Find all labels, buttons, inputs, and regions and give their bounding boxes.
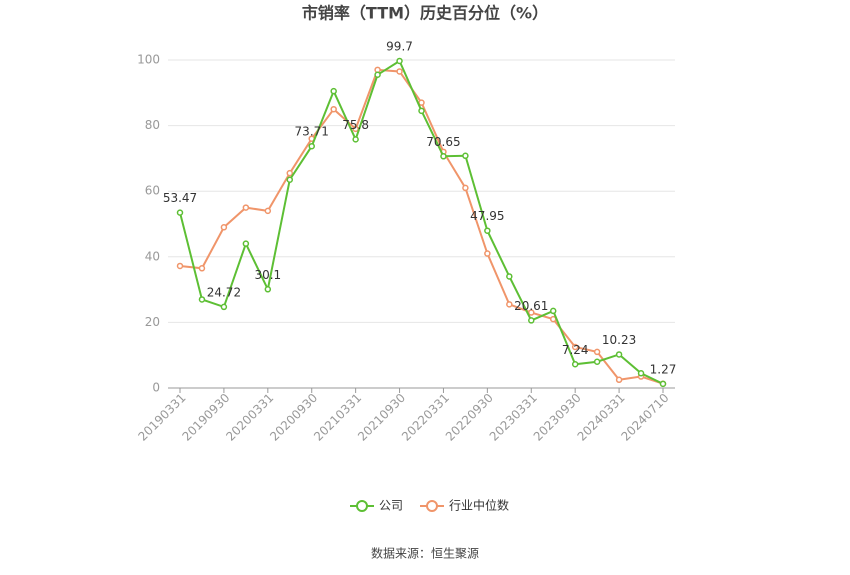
point: [528, 309, 535, 316]
legend-marker: [356, 500, 368, 512]
point: [418, 99, 425, 106]
y-tick-label: 60: [145, 184, 160, 198]
point: [396, 68, 403, 75]
legend-label: 公司: [379, 499, 403, 513]
point: [286, 169, 294, 177]
point: [352, 136, 359, 143]
point: [176, 262, 184, 270]
y-tick-label: 40: [145, 249, 160, 263]
point: [549, 307, 557, 315]
point: [418, 107, 425, 115]
point: [506, 273, 513, 280]
point: [176, 209, 184, 216]
data-label: 47.95: [470, 209, 504, 223]
point: [374, 71, 381, 79]
point: [242, 240, 250, 247]
point: [396, 57, 403, 65]
point: [330, 87, 337, 95]
point: [440, 153, 447, 160]
point: [264, 286, 272, 293]
point: [462, 184, 469, 192]
data-label: 20.61: [514, 299, 548, 313]
point: [286, 176, 294, 183]
source: 数据来源：恒生聚源: [371, 546, 479, 561]
y-tick-label: 100: [137, 53, 160, 67]
data-label: 73.71: [295, 125, 329, 139]
data-label: 99.7: [386, 39, 413, 53]
point: [484, 250, 491, 257]
point: [352, 125, 359, 133]
series-line: [179, 68, 664, 385]
point: [308, 142, 315, 150]
data-label: 7.24: [562, 343, 589, 357]
point: [198, 296, 206, 303]
point: [264, 207, 272, 215]
point: [220, 303, 228, 311]
point: [198, 265, 206, 272]
point: [571, 343, 579, 351]
point: [242, 204, 250, 211]
point: [637, 369, 645, 377]
point: [484, 227, 491, 234]
data-label: 53.47: [163, 191, 197, 205]
point: [571, 361, 579, 368]
point: [593, 358, 601, 366]
data-label: 1.27: [650, 362, 677, 376]
point: [593, 348, 601, 356]
legend-label: 行业中位数: [449, 498, 509, 513]
data-label: 75.8: [342, 118, 369, 132]
y-tick-label: 20: [145, 315, 160, 329]
point: [659, 380, 667, 388]
point: [615, 376, 623, 384]
legend-marker: [426, 500, 438, 512]
point: [506, 301, 513, 308]
data-label: 24.72: [207, 285, 241, 299]
point: [528, 317, 535, 324]
chart-title: 市销率（TTM）历史百分位（%）: [302, 4, 548, 23]
y-tick-label: 0: [152, 381, 160, 395]
y-tick-label: 80: [145, 118, 160, 132]
point: [615, 351, 623, 358]
point: [330, 105, 337, 113]
data-label: 10.23: [602, 333, 636, 347]
point: [462, 152, 469, 160]
point: [220, 224, 228, 231]
data-label: 30.1: [254, 268, 281, 282]
data-label: 70.65: [426, 135, 460, 149]
x-tick-label: 20240710: [619, 391, 672, 444]
